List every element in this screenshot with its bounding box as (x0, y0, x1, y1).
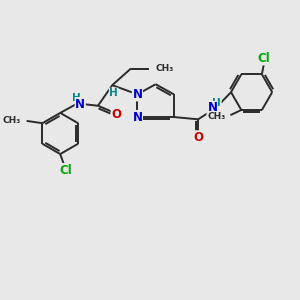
Text: O: O (111, 108, 121, 121)
Text: N: N (207, 101, 218, 114)
Text: H: H (109, 88, 118, 98)
Text: H: H (212, 98, 221, 108)
Text: O: O (193, 131, 203, 144)
Text: CH₃: CH₃ (207, 112, 225, 121)
Text: N: N (132, 110, 142, 124)
Text: CH₃: CH₃ (2, 116, 20, 125)
Text: H: H (72, 93, 81, 103)
Text: N: N (75, 98, 85, 110)
Text: N: N (132, 88, 142, 101)
Text: CH₃: CH₃ (156, 64, 174, 73)
Text: Cl: Cl (258, 52, 271, 65)
Text: Cl: Cl (60, 164, 72, 177)
